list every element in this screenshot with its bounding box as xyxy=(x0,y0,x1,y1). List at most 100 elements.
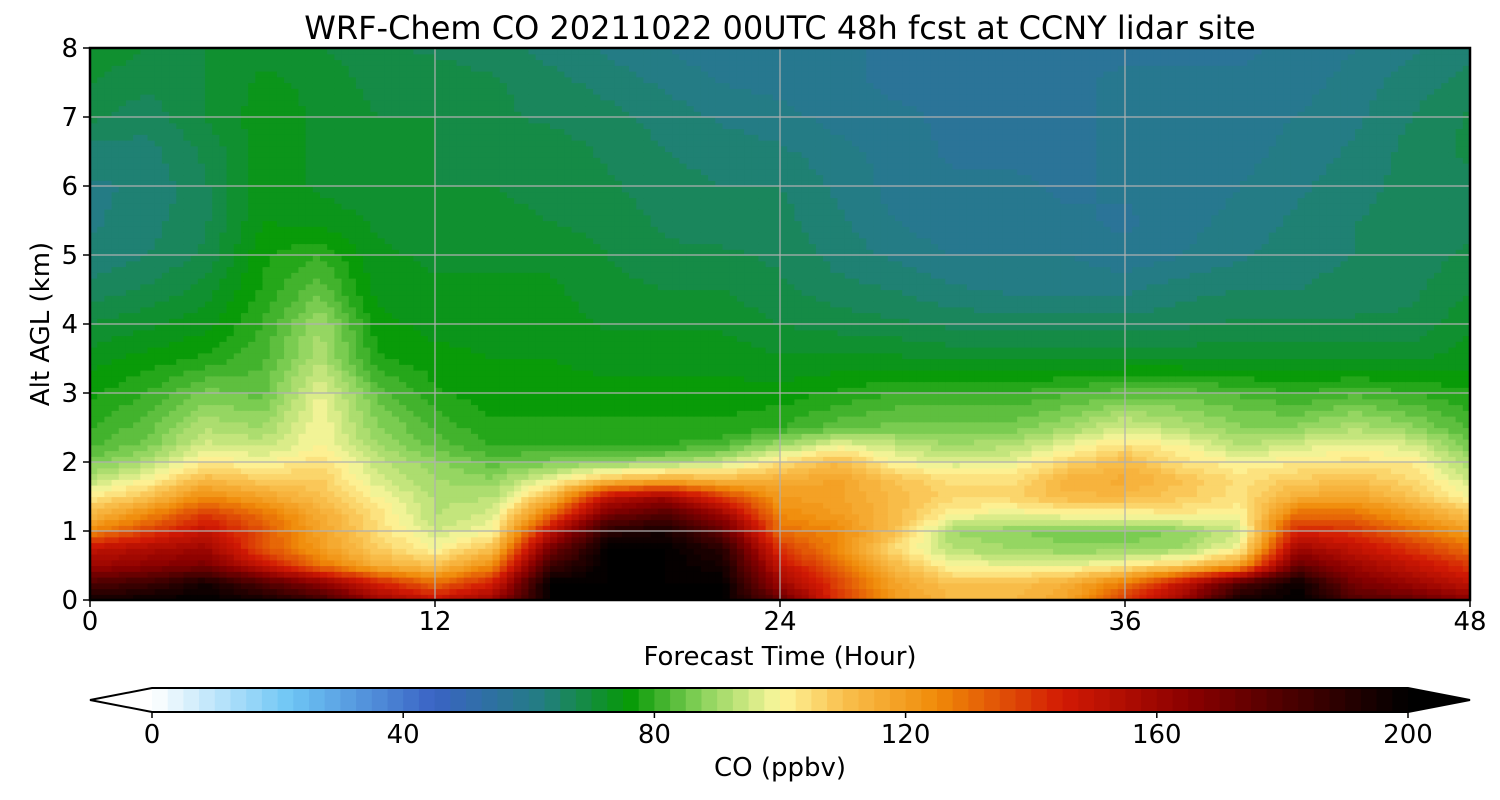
heatmap-cell xyxy=(1117,536,1126,544)
heatmap-cell xyxy=(1347,542,1356,549)
heatmap-cell xyxy=(485,571,494,578)
heatmap-cell xyxy=(693,467,702,475)
heatmap-cell xyxy=(1010,536,1018,544)
heatmap-cell xyxy=(988,508,997,515)
heatmap-cell xyxy=(212,525,220,532)
heatmap-cell xyxy=(679,450,688,457)
heatmap-cell xyxy=(1067,525,1076,532)
heatmap-cell xyxy=(1326,577,1335,584)
heatmap-cell xyxy=(255,565,264,572)
heatmap-cell xyxy=(1275,577,1284,584)
heatmap-cell xyxy=(147,479,156,486)
heatmap-cell xyxy=(154,467,163,475)
heatmap-cell xyxy=(478,577,486,584)
heatmap-cell xyxy=(506,594,515,601)
heatmap-cell xyxy=(391,490,400,498)
heatmap-cell xyxy=(715,462,724,469)
heatmap-cell xyxy=(887,542,896,549)
heatmap-cell xyxy=(952,536,961,544)
heatmap-cell xyxy=(636,577,645,584)
heatmap-cell xyxy=(291,554,300,561)
heatmap-cell xyxy=(895,496,903,503)
heatmap-cell xyxy=(1067,462,1076,469)
heatmap-cell xyxy=(851,577,860,584)
heatmap-cell xyxy=(1175,473,1184,480)
heatmap-cell xyxy=(923,490,932,498)
heatmap-cell xyxy=(1175,571,1184,578)
heatmap-cell xyxy=(837,467,846,475)
heatmap-cell xyxy=(284,554,292,561)
heatmap-cell xyxy=(700,479,709,486)
heatmap-cell xyxy=(1254,565,1263,572)
heatmap-cell xyxy=(700,594,709,601)
heatmap-cell xyxy=(923,496,932,503)
heatmap-cell xyxy=(341,473,350,480)
heatmap-cell xyxy=(916,582,925,590)
heatmap-cell xyxy=(334,582,343,590)
heatmap-cell xyxy=(736,531,745,538)
heatmap-cell xyxy=(686,577,695,584)
heatmap-cell xyxy=(535,536,544,544)
heatmap-cell xyxy=(808,490,817,498)
heatmap-cell xyxy=(377,559,386,567)
heatmap-cell xyxy=(320,559,328,567)
heatmap-cell xyxy=(657,559,666,567)
heatmap-cell xyxy=(1340,467,1349,475)
heatmap-cell xyxy=(578,508,587,515)
heatmap-cell xyxy=(1275,536,1284,544)
heatmap-cell xyxy=(1283,559,1291,567)
heatmap-cell xyxy=(1268,450,1277,457)
heatmap-cell xyxy=(312,473,321,480)
heatmap-cell xyxy=(708,479,716,486)
heatmap-cell xyxy=(111,473,120,480)
heatmap-cell xyxy=(909,565,918,572)
heatmap-cell xyxy=(938,502,946,509)
heatmap-cell xyxy=(205,582,213,590)
heatmap-cell xyxy=(1175,490,1184,498)
heatmap-cell xyxy=(449,588,458,595)
heatmap-cell xyxy=(233,479,242,486)
heatmap-cell xyxy=(442,565,450,572)
heatmap-cell xyxy=(1441,531,1450,538)
heatmap-cell xyxy=(672,571,680,578)
heatmap-cell xyxy=(420,456,429,463)
heatmap-cell xyxy=(1146,490,1155,498)
heatmap-cell xyxy=(952,485,961,492)
heatmap-cell xyxy=(736,485,745,492)
heatmap-cell xyxy=(930,542,939,549)
heatmap-cell xyxy=(521,571,530,578)
heatmap-cell xyxy=(248,467,256,475)
heatmap-cell xyxy=(607,571,616,578)
heatmap-cell xyxy=(1182,525,1191,532)
heatmap-cell xyxy=(1448,554,1457,561)
heatmap-cell xyxy=(118,502,127,509)
heatmap-cell xyxy=(1146,571,1155,578)
heatmap-cell xyxy=(772,479,781,486)
heatmap-cell xyxy=(1283,548,1291,555)
heatmap-cell xyxy=(535,456,544,463)
heatmap-cell xyxy=(384,565,393,572)
heatmap-cell xyxy=(1175,582,1184,590)
heatmap-cell xyxy=(758,513,767,521)
heatmap-cell xyxy=(665,525,673,532)
heatmap-cell xyxy=(600,571,609,578)
heatmap-cell xyxy=(621,559,630,567)
heatmap-cell xyxy=(197,519,206,526)
heatmap-cell xyxy=(147,565,156,572)
heatmap-cell xyxy=(866,496,875,503)
heatmap-cell xyxy=(377,485,386,492)
heatmap-cell xyxy=(485,467,494,475)
heatmap-cell xyxy=(147,502,156,509)
heatmap-cell xyxy=(780,542,788,549)
heatmap-cell xyxy=(1017,577,1025,584)
heatmap-cell xyxy=(859,531,867,538)
heatmap-cell xyxy=(219,496,228,503)
heatmap-cell xyxy=(1045,588,1054,595)
heatmap-cell xyxy=(406,467,415,475)
heatmap-cell xyxy=(284,462,292,469)
heatmap-cell xyxy=(420,450,429,457)
heatmap-cell xyxy=(406,513,415,521)
heatmap-cell xyxy=(97,542,105,549)
heatmap-cell xyxy=(614,513,623,521)
heatmap-cell xyxy=(183,462,192,469)
